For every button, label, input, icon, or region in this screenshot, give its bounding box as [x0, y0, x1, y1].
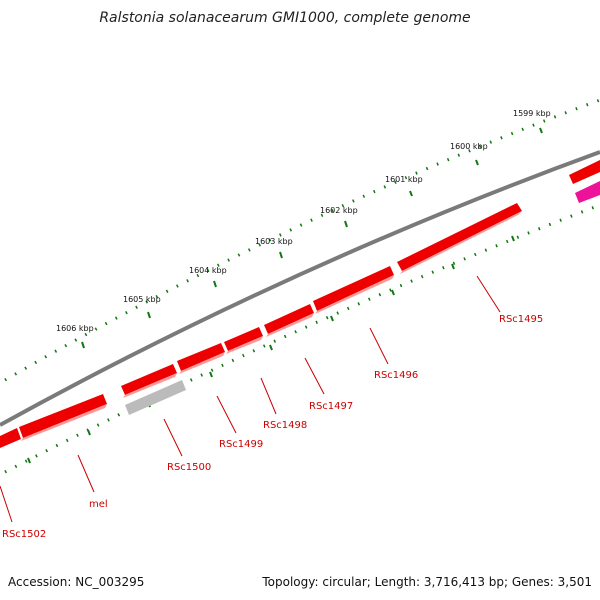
- inner-tick-track: [4, 203, 600, 474]
- gene-label-rsc1499: RSc1499: [219, 439, 263, 450]
- gene-block: [121, 364, 177, 395]
- gene-block: [264, 304, 314, 334]
- gene-block-shadow: [400, 211, 522, 274]
- gene-label-rsc1500: RSc1500: [167, 462, 211, 473]
- scale-label: 1605 kbp: [123, 295, 161, 304]
- outer-tick-track: [4, 98, 600, 382]
- gene-block-shadow: [266, 313, 314, 337]
- map-title: Ralstonia solanacearum GMI1000, complete…: [99, 10, 470, 26]
- gene-block: [397, 203, 522, 271]
- gene-features: [0, 160, 600, 448]
- scale-label: 1601 kbp: [385, 175, 423, 184]
- gene-leader-lines: [0, 275, 501, 523]
- gene-block-shadow: [21, 404, 107, 441]
- scale-labels: 1599 kbp 1600 kbp 1601 kbp 1602 kbp 1603…: [56, 109, 551, 333]
- gene-block: [569, 160, 600, 184]
- topology-summary-text: Topology: circular; Length: 3,716,413 bp…: [261, 575, 592, 589]
- gene-label-rsc1496: RSc1496: [374, 370, 418, 381]
- gene-block-pseudo: [125, 380, 186, 415]
- gene-label-rsc1495: RSc1495: [499, 314, 543, 325]
- gene-block: [177, 343, 225, 371]
- gene-label-rsc1498: RSc1498: [263, 420, 307, 431]
- gene-block: [19, 394, 107, 438]
- gene-block-shadow: [123, 373, 177, 398]
- gene-labels: RSc1495 RSc1496 RSc1497 RSc1498 RSc1499 …: [2, 314, 543, 540]
- gene-label-rsc1502: RSc1502: [2, 529, 46, 540]
- gene-label-mel: mel: [89, 499, 108, 510]
- scale-label: 1602 kbp: [320, 206, 358, 215]
- gene-block: [224, 327, 263, 351]
- gene-block: [313, 266, 394, 311]
- outer-major-ticks: [81, 127, 543, 349]
- scale-label: 1603 kbp: [255, 237, 293, 246]
- gene-label-rsc1497: RSc1497: [309, 401, 353, 412]
- gene-block: [0, 428, 21, 448]
- scale-label: 1606 kbp: [56, 324, 94, 333]
- genome-backbone: [0, 150, 600, 427]
- scale-label: 1599 kbp: [513, 109, 551, 118]
- scale-label: 1600 kbp: [450, 142, 488, 151]
- gene-block-shadow: [226, 336, 263, 354]
- gene-block-magenta: [575, 181, 600, 203]
- scale-label: 1604 kbp: [189, 266, 227, 275]
- accession-text: Accession: NC_003295: [8, 575, 144, 589]
- gene-block-shadow: [179, 352, 225, 374]
- gene-block-shadow: [315, 275, 394, 314]
- inner-major-ticks: [27, 235, 515, 464]
